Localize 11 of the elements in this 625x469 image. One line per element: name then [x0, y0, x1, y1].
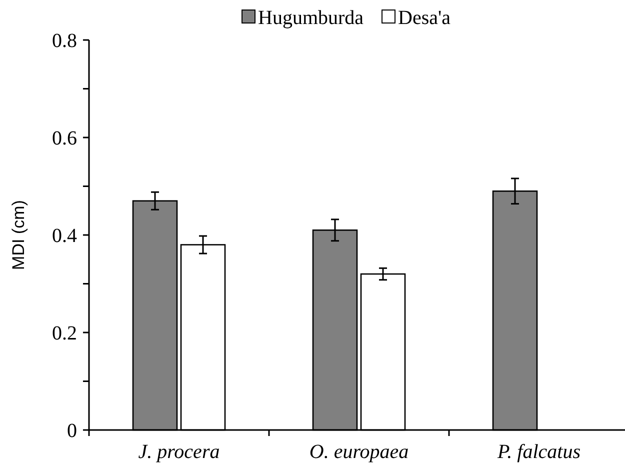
y-tick-label: 0.6 [52, 128, 77, 150]
y-tick-label: 0.2 [52, 322, 77, 344]
y-tick-label: 0.4 [52, 225, 77, 247]
legend-label: Hugumburda [258, 7, 364, 29]
y-tick-label: 0 [67, 420, 77, 442]
y-axis-title: MDI (cm) [9, 200, 28, 270]
x-tick-label: O. europaea [309, 441, 409, 463]
x-tick-label: P. falcatus [496, 441, 581, 463]
x-tick-label: J. procera [138, 441, 220, 463]
legend-label: Desa'a [398, 7, 451, 29]
y-tick-label: 0.8 [52, 30, 77, 52]
